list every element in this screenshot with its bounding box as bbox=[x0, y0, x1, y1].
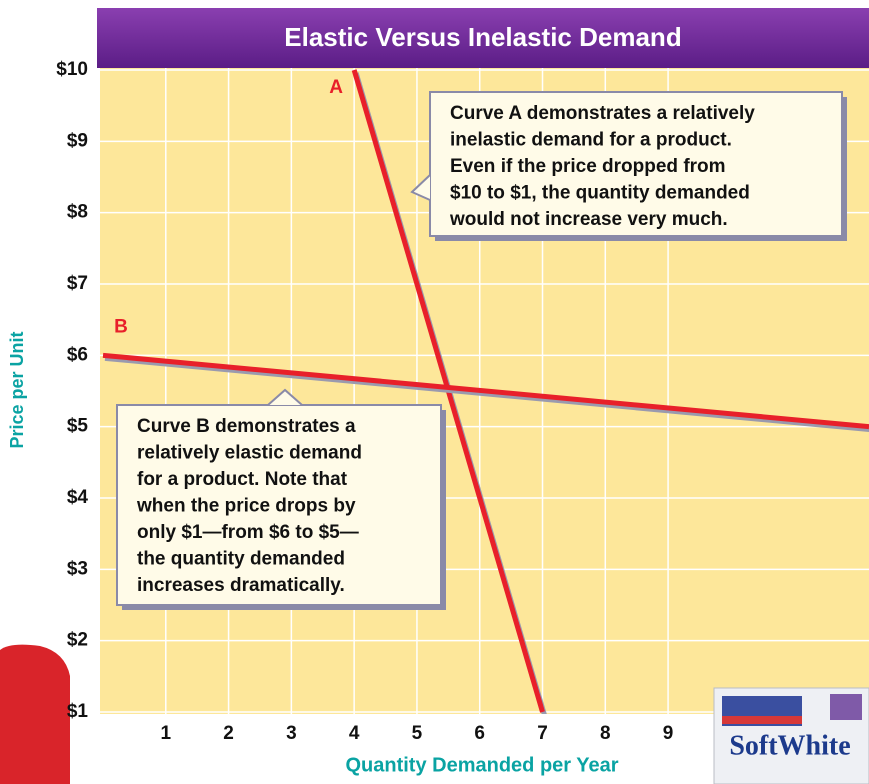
x-tick-label: 8 bbox=[600, 723, 611, 744]
callout-text: when the price drops by bbox=[136, 496, 356, 517]
y-tick-label: $9 bbox=[67, 130, 88, 151]
callout-text: would not increase very much. bbox=[449, 209, 728, 230]
y-tick-label: $7 bbox=[67, 273, 88, 294]
product-box-label: SoftWhite bbox=[729, 730, 850, 761]
x-tick-label: 6 bbox=[474, 723, 485, 744]
callout-text: $10 to $1, the quantity demanded bbox=[450, 183, 750, 204]
y-tick-label: $6 bbox=[67, 344, 88, 365]
x-tick-label: 3 bbox=[286, 723, 297, 744]
product-box: SoftWhite bbox=[714, 688, 869, 784]
y-tick-label: $2 bbox=[67, 630, 88, 651]
y-tick-label: $4 bbox=[67, 487, 89, 508]
series-label: A bbox=[329, 77, 343, 98]
x-tick-label: 4 bbox=[349, 723, 360, 744]
chart-title: Elastic Versus Inelastic Demand bbox=[284, 22, 681, 52]
y-tick-label: $3 bbox=[67, 558, 88, 579]
y-tick-label: $5 bbox=[67, 416, 89, 437]
series-label: B bbox=[114, 316, 128, 337]
callout-text: Even if the price dropped from bbox=[450, 156, 726, 177]
callout-text: relatively elastic demand bbox=[137, 443, 362, 464]
callout-text: Curve B demonstrates a bbox=[137, 416, 356, 437]
y-tick-label: $10 bbox=[56, 59, 88, 80]
x-tick-label: 9 bbox=[663, 723, 674, 744]
x-tick-label: 2 bbox=[223, 723, 234, 744]
x-tick-label: 1 bbox=[160, 723, 171, 744]
callout-text: Curve A demonstrates a relatively bbox=[450, 103, 755, 124]
y-tick-label: $8 bbox=[67, 202, 88, 223]
callout-text: only $1—from $6 to $5— bbox=[137, 522, 359, 543]
x-tick-label: 7 bbox=[537, 723, 548, 744]
y-axis-label: Price per Unit bbox=[7, 331, 27, 448]
x-tick-label: 5 bbox=[412, 723, 423, 744]
callout-text: inelastic demand for a product. bbox=[450, 130, 732, 151]
chart: Elastic Versus Inelastic Demand Price pe… bbox=[0, 0, 869, 784]
bottle-photo bbox=[0, 645, 70, 784]
x-axis-label: Quantity Demanded per Year bbox=[345, 754, 618, 776]
callout-text: the quantity demanded bbox=[137, 549, 345, 570]
callout-text: increases dramatically. bbox=[137, 575, 345, 596]
y-tick-label: $1 bbox=[67, 701, 89, 722]
callout-text: for a product. Note that bbox=[137, 469, 348, 490]
